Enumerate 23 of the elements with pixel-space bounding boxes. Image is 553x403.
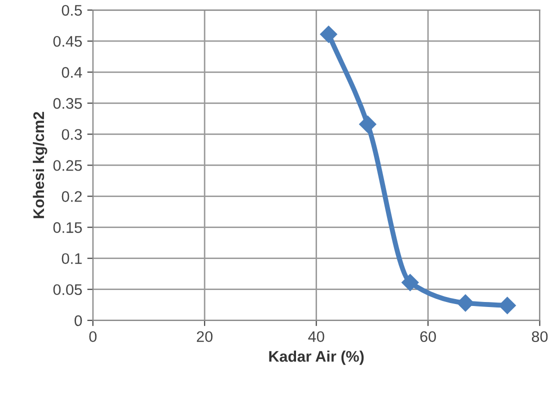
x-tick-label: 80: [532, 331, 548, 342]
x-axis-title: Kadar Air (%): [269, 350, 364, 365]
y-tick-label: 0.3: [62, 129, 82, 140]
x-tick-label: 0: [89, 331, 97, 342]
y-tick-label: 0.15: [53, 222, 82, 233]
point: [402, 274, 419, 292]
y-tick-label: 0.25: [53, 160, 82, 171]
x-tick-label: 40: [308, 331, 324, 342]
y-axis-title: Kohesi kg/cm2: [32, 112, 48, 218]
y-tick-label: 0.2: [62, 191, 82, 202]
y-tick-label: 0.35: [53, 98, 82, 109]
point: [456, 294, 474, 312]
y-tick-label: 0.45: [53, 36, 82, 47]
y-tick-label: 0.4: [62, 67, 82, 78]
point: [498, 296, 516, 314]
y-tick-label: 0: [74, 315, 82, 326]
point: [320, 26, 338, 43]
point: [359, 116, 376, 133]
y-tick-label: 0.5: [62, 4, 82, 16]
y-tick-label: 0.1: [62, 253, 82, 264]
x-tick-label: 60: [420, 331, 436, 342]
x-tick-label: 20: [196, 331, 213, 342]
y-tick-label: 0.05: [53, 284, 82, 296]
